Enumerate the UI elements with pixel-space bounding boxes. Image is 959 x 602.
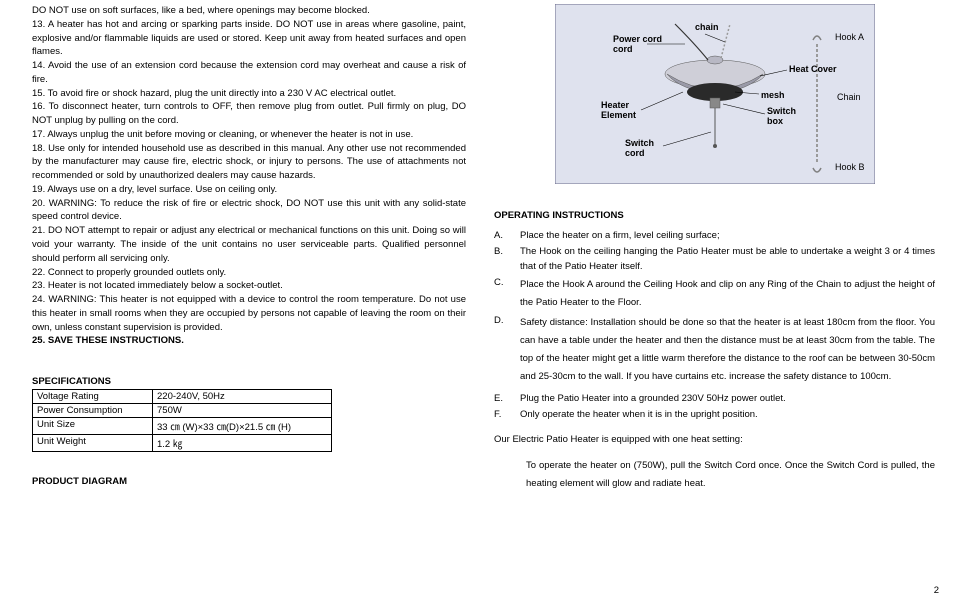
left-column: DO NOT use on soft surfaces, like a bed,… bbox=[0, 0, 480, 602]
instr-line: 16. To disconnect heater, turn controls … bbox=[32, 100, 466, 128]
item-text: Place the heater on a firm, level ceilin… bbox=[520, 229, 935, 243]
save-instructions: 25. SAVE THESE INSTRUCTIONS. bbox=[32, 334, 466, 348]
list-item: C. Place the Hook A around the Ceiling H… bbox=[494, 276, 935, 312]
specifications-heading: SPECIFICATIONS bbox=[32, 376, 466, 387]
instr-line: 17. Always unplug the unit before moving… bbox=[32, 128, 466, 142]
operating-instructions-list: A. Place the heater on a firm, level cei… bbox=[494, 229, 935, 425]
product-diagram-heading: PRODUCT DIAGRAM bbox=[32, 476, 466, 487]
instr-line: DO NOT use on soft surfaces, like a bed,… bbox=[32, 4, 466, 18]
table-row: Unit Size 33 ㎝ (W)×33 ㎝(D)×21.5 ㎝ (H) bbox=[33, 418, 332, 435]
diagram-label: Hook B bbox=[835, 162, 865, 172]
spec-value: 1.2 ㎏ bbox=[153, 435, 332, 452]
instr-line: 19. Always use on a dry, level surface. … bbox=[32, 183, 466, 197]
item-letter: F. bbox=[494, 408, 520, 422]
instr-line: 13. A heater has hot and arcing or spark… bbox=[32, 18, 466, 59]
specifications-table: Voltage Rating 220-240V, 50Hz Power Cons… bbox=[32, 389, 332, 452]
spec-label: Unit Weight bbox=[33, 435, 153, 452]
instr-line: 14. Avoid the use of an extension cord b… bbox=[32, 59, 466, 87]
item-text: Plug the Patio Heater into a grounded 23… bbox=[520, 392, 935, 406]
instr-line: 23. Heater is not located immediately be… bbox=[32, 279, 466, 293]
operating-instructions-heading: OPERATING INSTRUCTIONS bbox=[494, 210, 935, 221]
instr-line: 20. WARNING: To reduce the risk of fire … bbox=[32, 197, 466, 225]
instr-line: 15. To avoid fire or shock hazard, plug … bbox=[32, 87, 466, 101]
item-letter: D. bbox=[494, 314, 520, 386]
item-text: Place the Hook A around the Ceiling Hook… bbox=[520, 276, 935, 312]
diagram-label: mesh bbox=[761, 90, 785, 100]
operate-paragraph: To operate the heater on (750W), pull th… bbox=[526, 457, 935, 493]
spec-label: Voltage Rating bbox=[33, 390, 153, 404]
table-row: Power Consumption 750W bbox=[33, 404, 332, 418]
item-letter: E. bbox=[494, 392, 520, 406]
instr-line: 21. DO NOT attempt to repair or adjust a… bbox=[32, 224, 466, 265]
table-row: Unit Weight 1.2 ㎏ bbox=[33, 435, 332, 452]
spec-label: Unit Size bbox=[33, 418, 153, 435]
equipment-paragraph: Our Electric Patio Heater is equipped wi… bbox=[494, 433, 935, 447]
item-text: Safety distance: Installation should be … bbox=[520, 314, 935, 386]
instr-line: 22. Connect to properly grounded outlets… bbox=[32, 266, 466, 280]
svg-text:cord: cord bbox=[613, 44, 633, 54]
page-number: 2 bbox=[934, 585, 939, 596]
item-text: The Hook on the ceiling hanging the Pati… bbox=[520, 245, 935, 274]
diagram-label: Heater bbox=[601, 100, 630, 110]
svg-text:box: box bbox=[767, 116, 783, 126]
list-item: D. Safety distance: Installation should … bbox=[494, 314, 935, 386]
diagram-label: Switch bbox=[767, 106, 796, 116]
diagram-label: Switch bbox=[625, 138, 654, 148]
product-diagram-svg: Power cord cord chain Hook A Heat Cover … bbox=[555, 4, 875, 184]
right-column: Power cord cord chain Hook A Heat Cover … bbox=[480, 0, 959, 602]
list-item: F. Only operate the heater when it is in… bbox=[494, 408, 935, 422]
spec-value: 750W bbox=[153, 404, 332, 418]
spec-value: 33 ㎝ (W)×33 ㎝(D)×21.5 ㎝ (H) bbox=[153, 418, 332, 435]
list-item: B. The Hook on the ceiling hanging the P… bbox=[494, 245, 935, 274]
diagram-label: chain bbox=[695, 22, 719, 32]
table-row: Voltage Rating 220-240V, 50Hz bbox=[33, 390, 332, 404]
diagram-label: Chain bbox=[837, 92, 861, 102]
item-text: Only operate the heater when it is in th… bbox=[520, 408, 935, 422]
safety-instructions: DO NOT use on soft surfaces, like a bed,… bbox=[32, 4, 466, 348]
diagram-label: Hook A bbox=[835, 32, 864, 42]
item-letter: B. bbox=[494, 245, 520, 274]
svg-text:cord: cord bbox=[625, 148, 645, 158]
spec-value: 220-240V, 50Hz bbox=[153, 390, 332, 404]
diagram-label: Power cord bbox=[613, 34, 662, 44]
list-item: E. Plug the Patio Heater into a grounded… bbox=[494, 392, 935, 406]
spec-label: Power Consumption bbox=[33, 404, 153, 418]
item-letter: A. bbox=[494, 229, 520, 243]
instr-line: 18. Use only for intended household use … bbox=[32, 142, 466, 183]
diagram-label: Heat Cover bbox=[789, 64, 837, 74]
instr-line: 24. WARNING: This heater is not equipped… bbox=[32, 293, 466, 334]
list-item: A. Place the heater on a firm, level cei… bbox=[494, 229, 935, 243]
svg-text:Element: Element bbox=[601, 110, 636, 120]
item-letter: C. bbox=[494, 276, 520, 312]
